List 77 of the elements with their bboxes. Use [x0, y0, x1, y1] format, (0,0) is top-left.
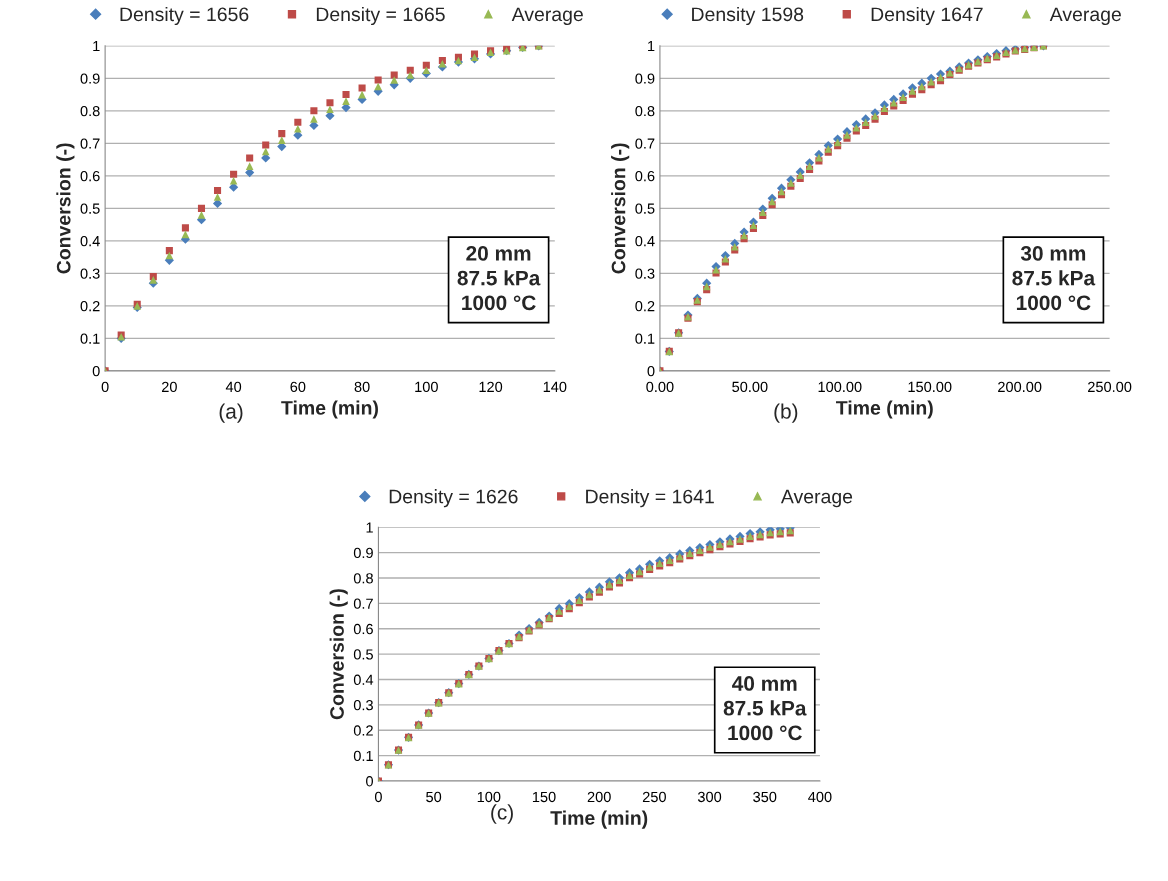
x-tick-label: 250	[642, 791, 666, 803]
y-tick-label: 0	[647, 366, 655, 377]
y-tick-label: 1	[366, 522, 373, 533]
x-tick-label: 100.00	[818, 381, 862, 393]
legend-label: Density = 1626	[389, 489, 518, 508]
y-tick-label: 0.5	[635, 203, 655, 214]
y-tick-label: 0.4	[353, 674, 374, 685]
y-axis-title: Conversion (-)	[56, 143, 75, 274]
y-tick-label: 0.9	[353, 547, 373, 559]
x-tick-label: 200.00	[998, 381, 1042, 393]
x-tick-label: 100	[415, 381, 438, 393]
y-tick-label: 1	[93, 41, 100, 52]
legend-label: Density = 1641	[586, 489, 714, 508]
text: (b)	[774, 403, 798, 423]
y-tick-label: 0.3	[635, 268, 655, 279]
legend-label: Density = 1665	[316, 6, 445, 26]
y-tick-label: 0.6	[80, 170, 100, 182]
y-tick-label: 0.2	[80, 300, 100, 312]
legend-label: Density 1598	[692, 6, 804, 26]
legend-label: Density = 1656	[120, 6, 249, 26]
x-tick-label: 150	[532, 791, 556, 803]
legend-label: Average	[780, 489, 853, 508]
y-tick-label: 0.2	[353, 725, 373, 736]
text: (c)	[491, 804, 513, 824]
x-tick-label: 140	[543, 381, 567, 393]
y-tick-label: 0.3	[353, 699, 373, 711]
x-tick-label: 400	[808, 791, 832, 803]
annotation: 30 mm 87.5 kPa 1000 °C	[1012, 246, 1096, 311]
y-tick-label: 1	[648, 41, 655, 52]
y-tick-label: 0.5	[353, 649, 373, 660]
annotation: 40 mm 87.5 kPa 1000 °C	[723, 676, 807, 741]
x-tick-label: 250.00	[1088, 381, 1132, 393]
y-axis-title: Conversion (-)	[611, 143, 630, 274]
legend-label: Average	[511, 7, 583, 26]
x-axis-title: Time (min)	[836, 400, 933, 419]
x-tick-label: 120	[479, 381, 503, 393]
x-axis-title: Time (min)	[281, 400, 378, 419]
y-tick-label: 0	[366, 776, 373, 787]
y-tick-label: 0.6	[353, 623, 373, 635]
x-tick-label: 50	[426, 791, 442, 803]
y-tick-label: 0.5	[80, 203, 100, 214]
x-tick-label: 50.00	[732, 381, 768, 393]
x-tick-label: 100	[477, 791, 501, 803]
y-tick-label: 0.2	[635, 300, 655, 312]
y-tick-label: 0.1	[635, 333, 655, 344]
x-axis-title: Time (min)	[550, 810, 648, 829]
y-tick-label: 0.9	[635, 73, 655, 84]
x-tick-label: 0.00	[646, 381, 674, 393]
legend-label: Density 1647	[871, 6, 983, 26]
y-tick-label: 0.4	[635, 235, 655, 247]
y-axis-title: Conversion (-)	[329, 589, 348, 720]
y-tick-label: 0.8	[635, 105, 655, 117]
x-tick-label: 60	[290, 381, 306, 393]
y-tick-label: 0.4	[80, 235, 100, 247]
y-tick-label: 0.1	[353, 750, 373, 762]
legend-label: Average	[1049, 7, 1121, 26]
y-tick-label: 0.9	[80, 73, 100, 84]
x-tick-label: 0	[374, 791, 382, 803]
y-tick-label: 0.1	[80, 333, 100, 344]
x-tick-label: 0	[101, 381, 109, 393]
y-tick-label: 0.7	[80, 138, 100, 149]
text: (a)	[219, 403, 243, 423]
y-tick-label: 0	[92, 366, 100, 377]
x-tick-label: 20	[161, 381, 177, 393]
y-tick-label: 0.8	[353, 573, 373, 584]
x-tick-label: 200	[587, 791, 611, 803]
y-tick-label: 0.7	[635, 138, 655, 149]
x-tick-label: 300	[697, 791, 722, 803]
x-tick-label: 150.00	[908, 381, 952, 393]
annotation: 20 mm 87.5 kPa 1000 °C	[457, 246, 541, 311]
y-tick-label: 0.6	[635, 170, 655, 182]
y-tick-label: 0.7	[353, 598, 373, 609]
x-tick-label: 40	[225, 381, 242, 393]
y-tick-label: 0.8	[80, 105, 100, 117]
x-tick-label: 350	[753, 791, 777, 803]
x-tick-label: 80	[354, 381, 370, 393]
y-tick-label: 0.3	[80, 268, 100, 279]
